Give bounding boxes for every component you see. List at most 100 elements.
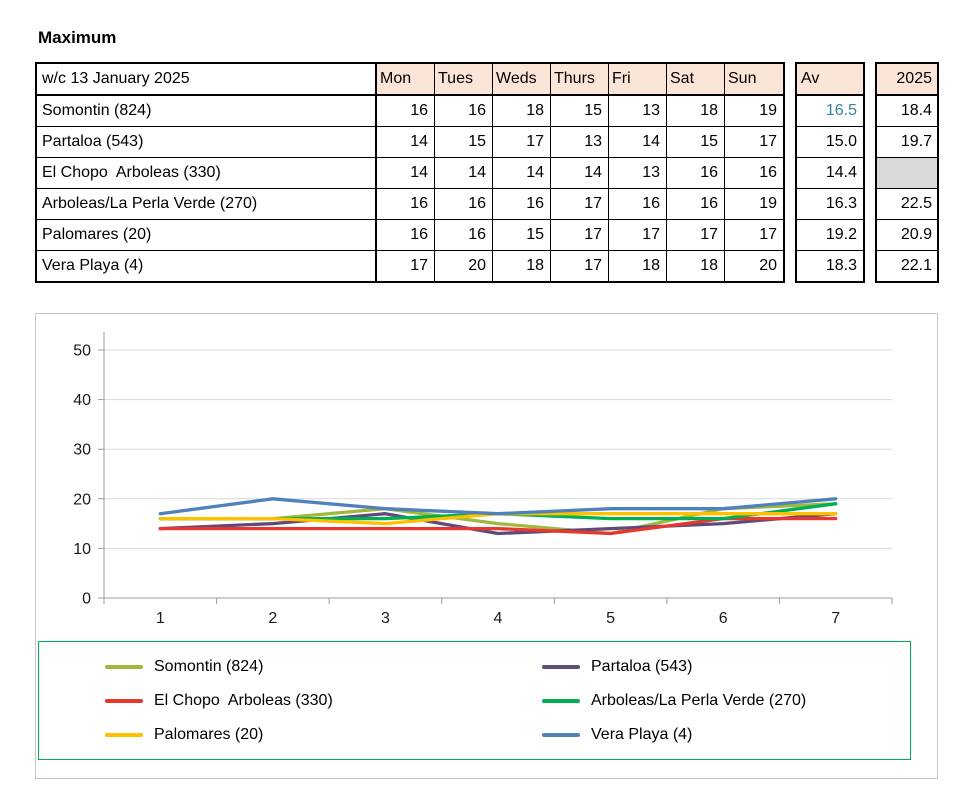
day-header-weds[interactable]: Weds [493, 64, 551, 94]
legend-swatch [542, 698, 580, 703]
table-row: El Chopo Arboleas (330) 14 14 14 14 13 16 16 [37, 158, 783, 189]
legend-item: Arboleas/La Perla Verde (270) [542, 692, 910, 710]
legend-label: Somontin (824) [154, 657, 264, 675]
day-value-cell[interactable]: 18 [493, 96, 551, 126]
svg-text:30: 30 [73, 442, 91, 459]
av-value-cell[interactable]: 16.5 [825, 102, 857, 119]
day-value-cell[interactable]: 14 [377, 127, 435, 157]
row-name-cell[interactable]: Arboleas/La Perla Verde (270) [37, 189, 377, 219]
svg-text:5: 5 [606, 610, 615, 627]
day-value-cell[interactable]: 18 [667, 96, 725, 126]
day-value-cell[interactable]: 19 [759, 102, 777, 119]
table-av-block: Av 16.5 15.0 14.4 16.3 19.2 18.3 [795, 62, 865, 283]
year-header-cell[interactable]: 2025 [877, 64, 937, 94]
av-value-cell[interactable]: 19.2 [825, 226, 857, 243]
legend-label: Vera Playa (4) [591, 725, 693, 743]
av-value-cell[interactable]: 16.3 [825, 195, 857, 212]
day-value-cell[interactable]: 17 [551, 189, 609, 219]
legend-swatch [105, 664, 143, 669]
year-row: 22.5 [877, 189, 937, 220]
day-value-cell[interactable]: 17 [759, 133, 777, 150]
series-line [158, 516, 838, 536]
day-value-cell[interactable]: 15 [551, 96, 609, 126]
year-value-cell[interactable]: 18.4 [900, 102, 932, 119]
day-value-cell[interactable]: 16 [377, 189, 435, 219]
svg-text:4: 4 [494, 610, 503, 627]
day-value-cell[interactable]: 18 [667, 251, 725, 281]
day-header-mon[interactable]: Mon [377, 64, 435, 94]
day-value-cell[interactable]: 16 [667, 189, 725, 219]
year-value-cell[interactable]: 19.7 [900, 133, 932, 150]
row-name-cell[interactable]: Vera Playa (4) [37, 251, 377, 281]
av-row: 16.3 [797, 189, 863, 220]
data-table: w/c 13 January 2025 Mon Tues Weds Thurs Fri S… [35, 62, 939, 283]
row-name-cell[interactable]: Palomares (20) [37, 220, 377, 250]
day-header-thurs[interactable]: Thurs [551, 64, 609, 94]
legend-item: Vera Playa (4) [542, 726, 910, 744]
day-value-cell[interactable]: 16 [377, 96, 435, 126]
day-value-cell[interactable]: 20 [435, 251, 493, 281]
year-value-cell[interactable]: 20.9 [900, 226, 932, 243]
day-value-cell[interactable]: 17 [551, 251, 609, 281]
day-value-cell[interactable]: 14 [435, 158, 493, 188]
legend-item: Palomares (20) [105, 726, 542, 744]
year-value-cell[interactable] [877, 158, 937, 188]
av-header-row: Av [797, 64, 863, 96]
series-line [158, 512, 838, 536]
day-value-cell[interactable]: 16 [435, 220, 493, 250]
day-value-cell[interactable]: 15 [667, 127, 725, 157]
legend-swatch [105, 698, 143, 703]
av-value-cell[interactable]: 15.0 [825, 133, 857, 150]
row-name-cell[interactable]: Somontin (824) [37, 96, 377, 126]
day-value-cell[interactable]: 20 [759, 257, 777, 274]
day-header-sat[interactable]: Sat [667, 64, 725, 94]
day-value-cell[interactable]: 16 [435, 96, 493, 126]
day-value-cell[interactable]: 14 [609, 127, 667, 157]
day-value-cell[interactable]: 16 [377, 220, 435, 250]
av-value-cell[interactable]: 18.3 [825, 257, 857, 274]
day-value-cell[interactable]: 17 [759, 226, 777, 243]
day-value-cell[interactable]: 19 [759, 195, 777, 212]
av-value-cell[interactable]: 14.4 [825, 164, 857, 181]
table-row: Vera Playa (4) 17 20 18 17 18 18 20 [37, 251, 783, 281]
day-value-cell[interactable]: 13 [609, 158, 667, 188]
day-value-cell[interactable]: 16 [759, 164, 777, 181]
svg-text:3: 3 [381, 610, 390, 627]
av-header-cell[interactable]: Av [797, 64, 863, 94]
day-value-cell[interactable]: 13 [609, 96, 667, 126]
day-value-cell[interactable]: 14 [377, 158, 435, 188]
sheet-title: Maximum [38, 28, 117, 47]
day-value-cell[interactable]: 16 [493, 189, 551, 219]
day-value-cell[interactable]: 18 [493, 251, 551, 281]
day-value-cell[interactable]: 15 [493, 220, 551, 250]
year-value-cell[interactable]: 22.1 [900, 257, 932, 274]
day-header-tues[interactable]: Tues [435, 64, 493, 94]
table-main-block: w/c 13 January 2025 Mon Tues Weds Thurs Fri S… [35, 62, 785, 283]
day-value-cell[interactable]: 16 [609, 189, 667, 219]
chart-container: 0 10 20 30 40 50 1 2 3 4 5 6 7 Somontin (824) Partalo… [35, 313, 938, 779]
day-value-cell[interactable]: 13 [551, 127, 609, 157]
legend-item: Somontin (824) [105, 658, 542, 676]
day-value-cell[interactable]: 18 [609, 251, 667, 281]
day-value-cell[interactable]: 17 [493, 127, 551, 157]
day-value-cell[interactable]: 16 [435, 189, 493, 219]
day-value-cell[interactable]: 17 [377, 251, 435, 281]
day-value-cell[interactable]: 17 [667, 220, 725, 250]
day-value-cell[interactable]: 17 [609, 220, 667, 250]
row-name-cell[interactable]: Partaloa (543) [37, 127, 377, 157]
legend-swatch [105, 732, 143, 737]
row-name-cell[interactable]: El Chopo Arboleas (330) [37, 158, 377, 188]
year-value-cell[interactable]: 22.5 [900, 195, 932, 212]
year-row: 22.1 [877, 251, 937, 281]
av-row: 19.2 [797, 220, 863, 251]
svg-text:40: 40 [73, 392, 91, 409]
day-value-cell[interactable]: 15 [435, 127, 493, 157]
week-label-cell[interactable]: w/c 13 January 2025 [37, 64, 377, 94]
day-value-cell[interactable]: 16 [667, 158, 725, 188]
day-value-cell[interactable]: 14 [551, 158, 609, 188]
day-header-fri[interactable]: Fri [609, 64, 667, 94]
svg-text:50: 50 [73, 343, 91, 360]
day-value-cell[interactable]: 17 [551, 220, 609, 250]
day-value-cell[interactable]: 14 [493, 158, 551, 188]
day-header-sun[interactable]: Sun [725, 64, 783, 94]
